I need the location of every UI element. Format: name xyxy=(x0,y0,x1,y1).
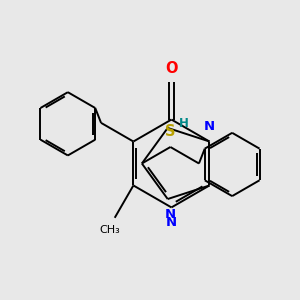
Text: H: H xyxy=(178,117,188,130)
Text: N: N xyxy=(204,120,215,133)
Text: S: S xyxy=(165,124,176,139)
Text: O: O xyxy=(165,61,178,76)
Text: CH₃: CH₃ xyxy=(100,225,120,235)
Text: N: N xyxy=(166,216,177,229)
Text: N: N xyxy=(165,208,176,221)
